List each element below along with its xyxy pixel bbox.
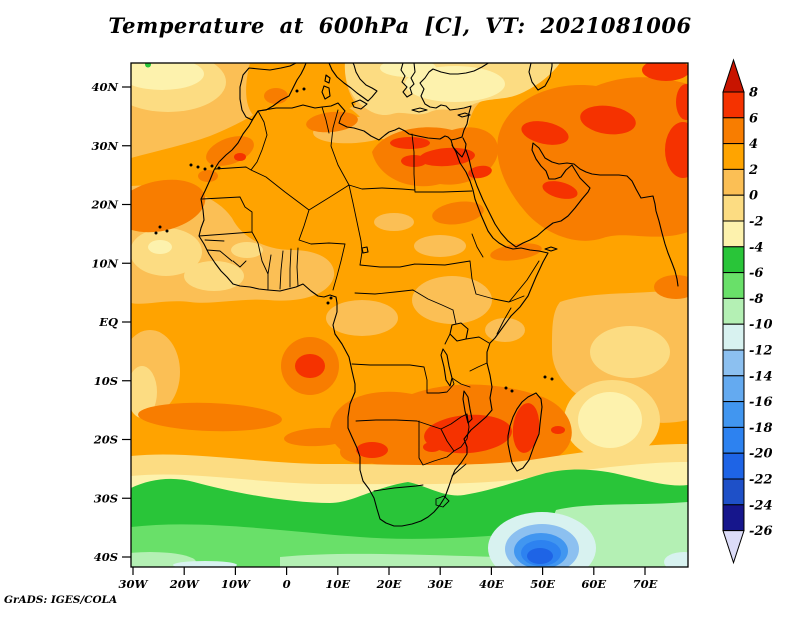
lon-tick-label: 50E bbox=[530, 577, 555, 591]
colorbar-segment bbox=[722, 401, 745, 428]
lon-tick-label: 40E bbox=[479, 577, 504, 591]
x-axis: 30W 20W 10W 0 10E 20E 30E 40E 50E 60E 70E bbox=[119, 567, 658, 591]
coast-madagascar bbox=[507, 392, 543, 472]
colorbar-legend: 8 6 4 2 0 -2 -4 -6 -8 -10 -12 -14 -16 -18 -20 -22 -24 -26 bbox=[722, 58, 773, 565]
colorbar-segment bbox=[722, 194, 745, 222]
colorbar-label: -2 bbox=[749, 215, 763, 230]
colorbar-segment bbox=[722, 323, 745, 351]
coast-caspian bbox=[528, 63, 553, 91]
colorbar-segment bbox=[722, 272, 745, 299]
colorbar-segment bbox=[722, 91, 745, 119]
colorbar-segment bbox=[722, 117, 745, 145]
colorbar-label: -14 bbox=[749, 369, 773, 384]
colorbar-label: 0 bbox=[749, 189, 758, 204]
colorbar-label: -16 bbox=[749, 395, 773, 410]
colorbar-label: -18 bbox=[749, 421, 773, 436]
colorbar-segment bbox=[722, 452, 745, 480]
lon-tick-label: 10E bbox=[325, 577, 350, 591]
plot-title: Temperature at 600hPa [C], VT: 202108100… bbox=[108, 13, 692, 38]
colorbar-label: -8 bbox=[749, 292, 763, 307]
lon-tick-label: 0 bbox=[283, 577, 291, 591]
island-socotra bbox=[544, 246, 558, 252]
colorbar-label: -22 bbox=[749, 473, 773, 488]
coast-greece bbox=[400, 63, 471, 118]
colorbar-segment bbox=[722, 375, 745, 403]
colorbar-label: -4 bbox=[749, 240, 763, 255]
lat-tick-label: 10S bbox=[94, 374, 118, 388]
colorbar-arrow-bottom bbox=[722, 530, 745, 565]
colorbar-segment bbox=[722, 143, 745, 170]
plot-frame bbox=[130, 62, 689, 568]
coast-africa bbox=[198, 110, 549, 527]
colorbar-label: 2 bbox=[748, 163, 758, 178]
colorbar-label: 8 bbox=[749, 86, 758, 101]
colorbar-segment bbox=[722, 246, 745, 274]
country-borders bbox=[198, 106, 540, 508]
colorbar-segment bbox=[722, 478, 745, 506]
grads-attribution: GrADS: IGES/COLA bbox=[4, 594, 118, 606]
lat-tick-label: EQ bbox=[98, 315, 118, 329]
lon-tick-label: 60E bbox=[581, 577, 606, 591]
colorbar-segment bbox=[722, 349, 745, 377]
colorbar-segment bbox=[722, 426, 745, 454]
lat-tick-label: 10N bbox=[91, 256, 118, 270]
colorbar-label: -26 bbox=[749, 524, 773, 539]
colorbar-segment bbox=[722, 297, 745, 325]
lat-tick-label: 20N bbox=[90, 198, 118, 212]
lat-tick-label: 20S bbox=[93, 433, 118, 447]
lat-tick-label: 40N bbox=[91, 80, 118, 94]
temperature-field bbox=[131, 63, 688, 567]
colorbar-segment bbox=[722, 504, 745, 532]
colorbar-label: -24 bbox=[749, 498, 773, 513]
colorbar-arrow-top bbox=[722, 58, 745, 93]
coast-italy bbox=[321, 63, 378, 110]
lat-tick-label: 40S bbox=[94, 550, 118, 564]
lon-tick-label: 20E bbox=[376, 577, 402, 591]
lon-tick-label: 70E bbox=[633, 577, 658, 591]
lon-tick-label: 30W bbox=[119, 577, 149, 591]
coast-arabia-asia bbox=[465, 142, 679, 287]
colorbar-label: -10 bbox=[749, 318, 773, 333]
coast-sinai bbox=[450, 137, 467, 158]
y-axis: 40N 30N 20N 10N EQ 10S 20S 30S 40S bbox=[90, 80, 131, 564]
lon-tick-label: 30E bbox=[428, 577, 453, 591]
colorbar-label: 4 bbox=[749, 137, 758, 152]
lon-tick-label: 20W bbox=[169, 577, 200, 591]
lat-tick-label: 30S bbox=[94, 491, 118, 505]
coast-iberia bbox=[239, 63, 307, 121]
colorbar-label: 6 bbox=[749, 111, 758, 126]
colorbar-label: -12 bbox=[749, 344, 773, 359]
island-dots bbox=[154, 87, 554, 393]
colorbar-label: -6 bbox=[749, 266, 763, 281]
colorbar-label: -20 bbox=[749, 447, 773, 462]
colorbar-segment bbox=[722, 168, 745, 196]
lat-tick-label: 30N bbox=[91, 139, 118, 153]
colorbar-segment bbox=[722, 220, 745, 248]
lon-tick-label: 10W bbox=[221, 577, 251, 591]
coastlines bbox=[154, 63, 679, 527]
